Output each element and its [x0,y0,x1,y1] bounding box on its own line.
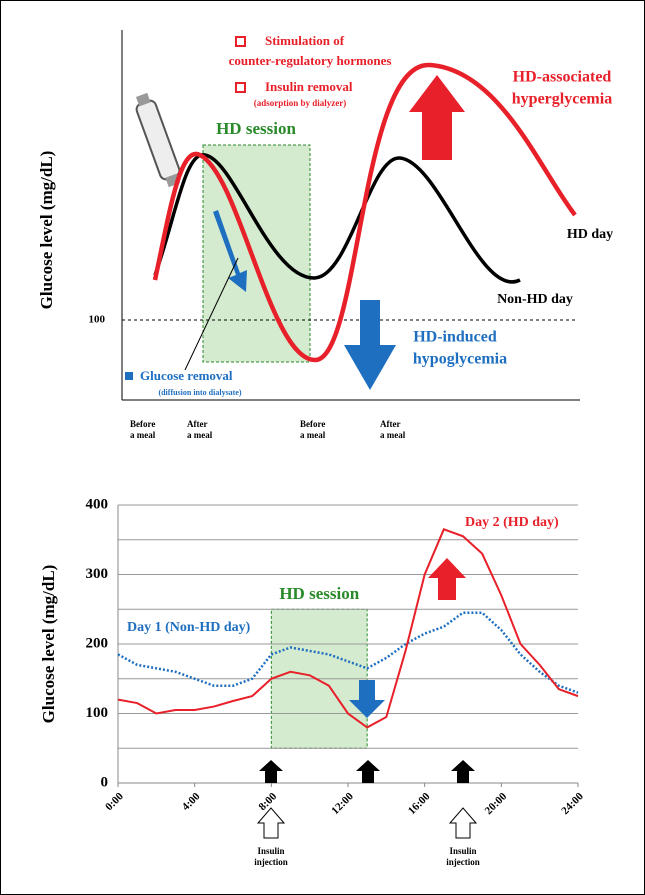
y-tick-label: 100 [89,314,106,326]
frame [1,1,645,895]
annotation: HD session [279,584,359,603]
annotation: HD-associated [513,69,612,86]
annotation: Insulin removal [265,79,353,94]
annotation: Glucose removal [140,368,233,383]
figure: Stimulation of counter-regulatory hormon… [0,0,645,895]
annotation: (adsorption by dialyzer) [254,98,347,108]
y-tick-label: 100 [86,705,109,721]
series-label: Day 1 (Non-HD day) [127,620,251,635]
annotation: (diffusion into dialysate) [158,388,241,397]
annotation: Non-HD day [497,292,573,307]
y-axis-title: Glucose level (mg/dL) [39,565,58,724]
page: Stimulation of counter-regulatory hormon… [0,0,645,895]
annotation: hypoglycemia [413,351,507,368]
annotation: HD-induced [413,329,497,346]
y-tick-label: 300 [86,566,109,582]
bullet [125,372,133,380]
y-tick-label: 400 [86,496,109,512]
annotation: Stimulation of [265,33,345,48]
y-tick-label: 0 [101,774,109,790]
annotation: HD day [567,227,613,242]
annotation: HD session [216,119,296,138]
series-label: Day 2 (HD day) [465,515,559,530]
y-tick-label: 200 [86,635,109,651]
annotation: hyperglycemia [512,91,612,108]
y-axis-title: Glucose level (mg/dL) [37,151,56,310]
annotation: counter-regulatory hormones [229,53,392,68]
